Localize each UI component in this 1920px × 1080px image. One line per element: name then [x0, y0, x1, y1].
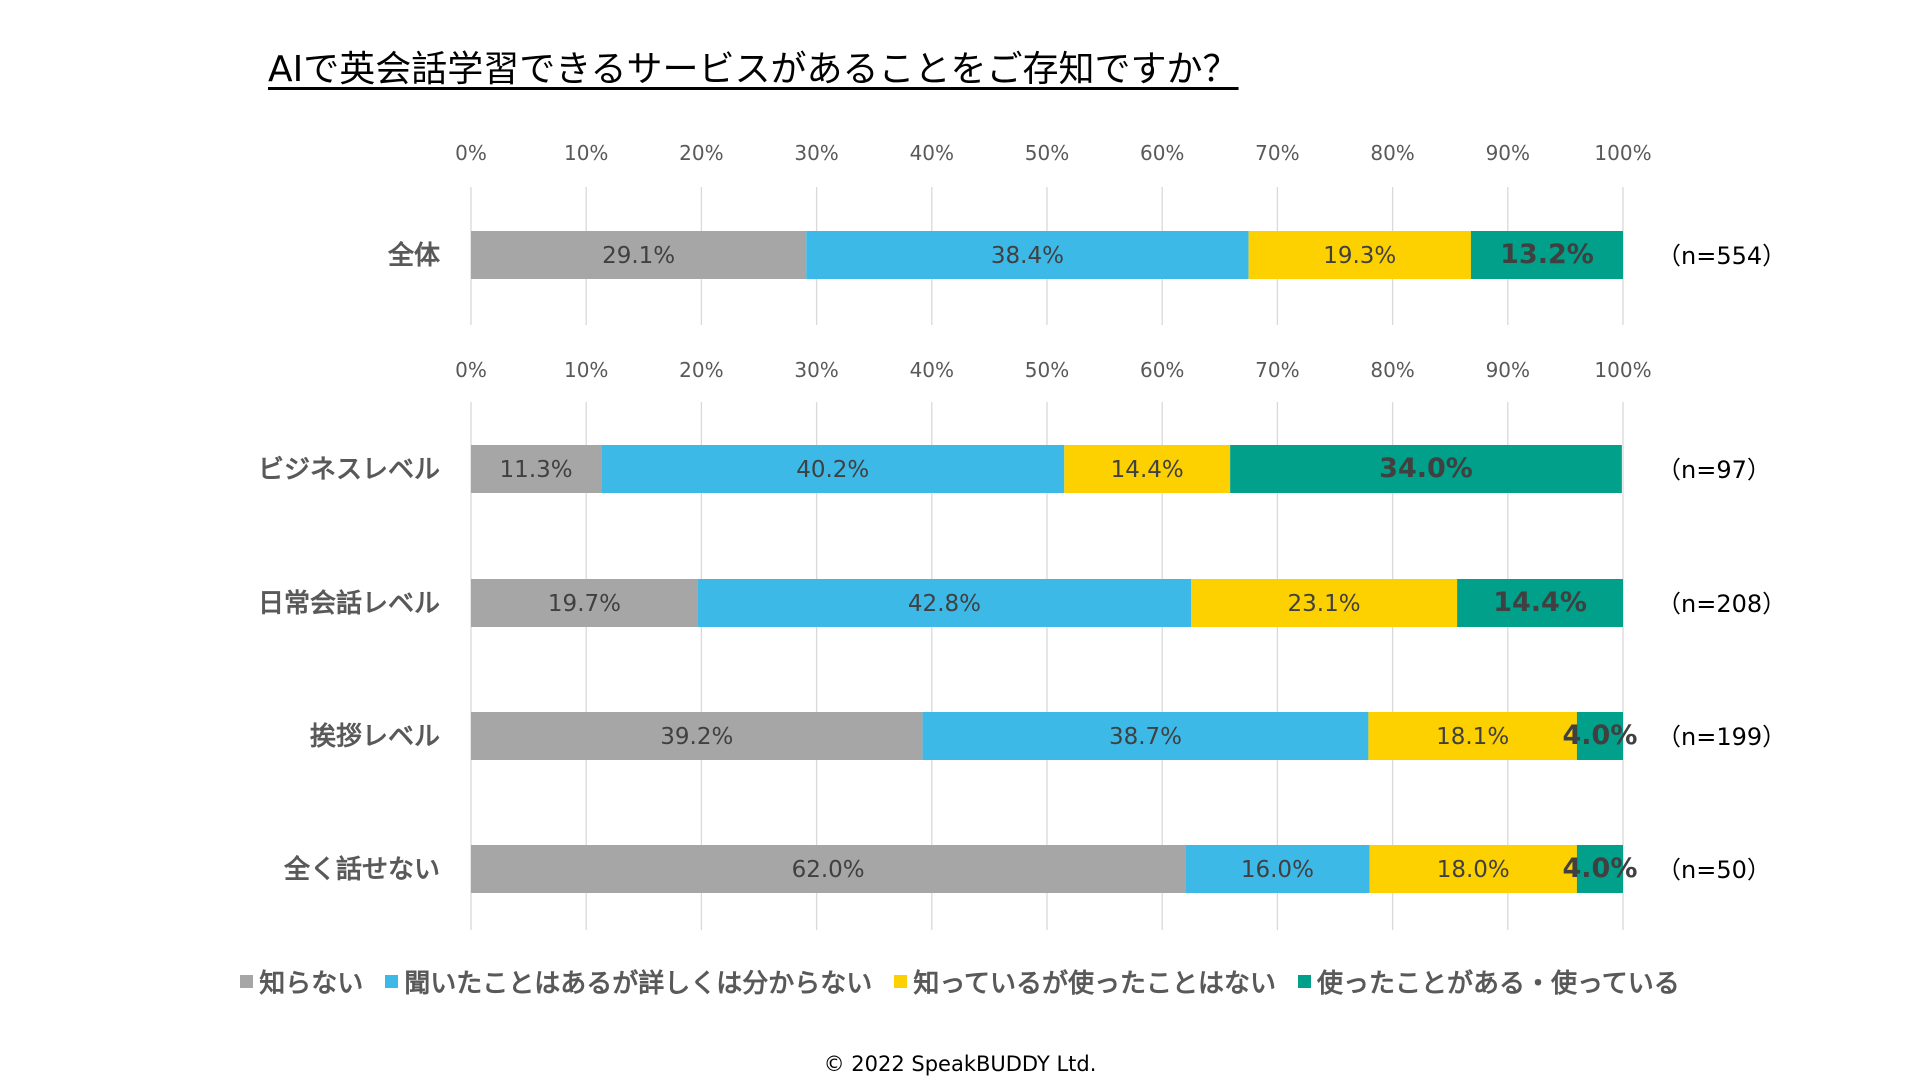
category-label: 全く話せない: [283, 854, 440, 885]
x-tick-label: 10%: [564, 141, 608, 165]
data-label: 34.0%: [1379, 453, 1473, 484]
bar-segment: [471, 445, 602, 493]
bar-segment: [1185, 845, 1370, 893]
data-label: 19.3%: [1323, 243, 1396, 269]
sample-size-label: （n=208）: [1657, 590, 1786, 618]
data-label: 14.4%: [1493, 587, 1587, 618]
bar-segment: [1576, 845, 1623, 893]
x-tick-label: 70%: [1255, 141, 1299, 165]
data-label: 40.2%: [796, 457, 869, 483]
legend-swatch-known-unused: [894, 975, 908, 988]
data-label: 38.4%: [991, 243, 1064, 269]
legend-swatch-unknown: [240, 975, 254, 988]
bar-segment: [1470, 231, 1623, 279]
legend-item-unknown: 知らない: [240, 963, 363, 1000]
bar-segment: [601, 445, 1065, 493]
legend-item-heard: 聞いたことはあるが詳しくは分からない: [385, 963, 872, 1000]
x-tick-label: 20%: [679, 358, 723, 382]
x-tick-label: 90%: [1486, 141, 1530, 165]
x-tick-label: 100%: [1594, 358, 1651, 382]
data-label: 39.2%: [660, 724, 733, 750]
legend-label-heard: 聞いたことはあるが詳しくは分からない: [404, 969, 873, 999]
sample-size-label: （n=50）: [1657, 856, 1771, 884]
bar-segment: [806, 231, 1249, 279]
data-label: 19.7%: [548, 591, 621, 617]
copyright-footer: © 2022 SpeakBUDDY Ltd.: [823, 1052, 1097, 1076]
x-tick-label: 90%: [1486, 358, 1530, 382]
data-label: 18.1%: [1436, 724, 1509, 750]
category-label: 挨拶レベル: [310, 722, 440, 752]
legend-label-known-unused: 知っているが使ったことはない: [913, 969, 1277, 999]
x-tick-label: 60%: [1140, 141, 1184, 165]
x-tick-label: 80%: [1370, 141, 1414, 165]
data-label: 14.4%: [1111, 457, 1184, 483]
bar-segment: [1457, 579, 1623, 627]
x-tick-label: 80%: [1370, 358, 1414, 382]
data-label: 16.0%: [1241, 857, 1314, 883]
x-tick-label: 30%: [794, 358, 838, 382]
bar-segment: [922, 712, 1369, 760]
bar-segment: [1248, 231, 1471, 279]
legend-label-used: 使ったことがある・使っている: [1317, 969, 1680, 999]
legend-swatch-heard: [385, 975, 399, 988]
data-label: 11.3%: [500, 457, 573, 483]
data-label: 4.0%: [1563, 853, 1638, 884]
x-tick-label: 50%: [1025, 358, 1069, 382]
sample-size-label: （n=97）: [1657, 456, 1771, 484]
category-label: ビジネスレベル: [258, 455, 440, 485]
data-label: 62.0%: [792, 857, 865, 883]
bar-segment: [471, 231, 807, 279]
legend-item-known-unused: 知っているが使ったことはない: [894, 963, 1276, 1000]
data-label: 23.1%: [1288, 591, 1361, 617]
x-tick-label: 20%: [679, 141, 723, 165]
x-tick-label: 40%: [910, 358, 954, 382]
x-tick-label: 0%: [455, 141, 487, 165]
chart-title: AIで英会話学習できるサービスがあることをご存知ですか？: [268, 49, 1239, 90]
x-tick-label: 60%: [1140, 358, 1184, 382]
bar-segment: [697, 579, 1191, 627]
bar-segment: [1191, 579, 1458, 627]
legend-label-unknown: 知らない: [259, 969, 364, 999]
x-tick-label: 30%: [794, 141, 838, 165]
data-label: 4.0%: [1563, 720, 1638, 751]
bar-segment: [1576, 712, 1623, 760]
x-tick-label: 40%: [910, 141, 954, 165]
x-tick-label: 100%: [1594, 141, 1651, 165]
category-label: 全体: [387, 240, 441, 271]
bar-segment: [1368, 712, 1577, 760]
bar-segment: [1230, 445, 1622, 493]
sample-size-label: （n=199）: [1657, 723, 1786, 751]
data-label: 13.2%: [1500, 239, 1594, 270]
bar-segment: [471, 845, 1186, 893]
bar-segment: [471, 579, 698, 627]
bar-segment: [1369, 845, 1577, 893]
data-label: 42.8%: [908, 591, 981, 617]
bar-segment: [1064, 445, 1231, 493]
legend-item-used: 使ったことがある・使っている: [1298, 963, 1680, 1000]
category-label: 日常会話レベル: [258, 588, 440, 619]
bar-segment: [471, 712, 923, 760]
data-label: 18.0%: [1437, 857, 1510, 883]
sample-size-label: （n=554）: [1657, 242, 1786, 270]
data-label: 29.1%: [602, 243, 675, 269]
data-label: 38.7%: [1109, 724, 1182, 750]
x-tick-label: 10%: [564, 358, 608, 382]
x-tick-label: 0%: [455, 358, 487, 382]
legend: 知らない 聞いたことはあるが詳しくは分からない 知っているが使ったことはない 使…: [0, 963, 1920, 1000]
legend-swatch-used: [1298, 975, 1312, 988]
x-tick-label: 70%: [1255, 358, 1299, 382]
x-tick-label: 50%: [1025, 141, 1069, 165]
